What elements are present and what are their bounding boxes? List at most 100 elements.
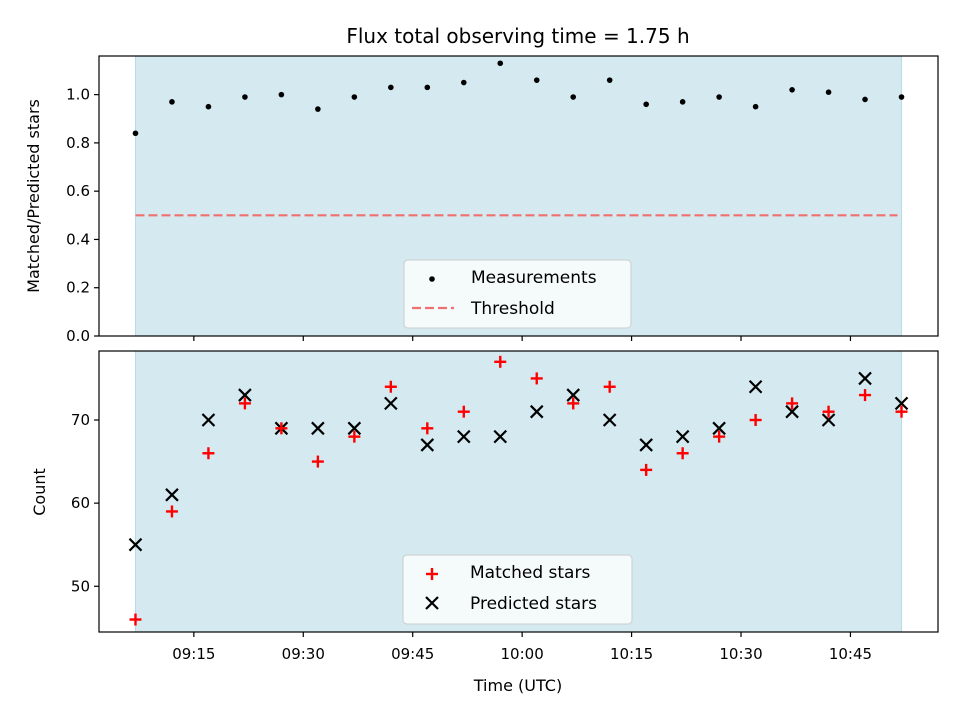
top-legend[interactable]: Measurements Threshold [403, 259, 632, 329]
matched-series [129, 355, 908, 626]
top-y-ticks: 0.0 0.2 0.4 0.6 0.8 1.0 [66, 86, 99, 345]
legend-marker-matched [426, 568, 438, 580]
predicted-point [165, 488, 179, 502]
bottom-x-ticks: 09:15 09:30 09:45 10:00 10:15 10:30 10:45 [172, 632, 872, 663]
measurement-point [424, 84, 431, 91]
matched-point [311, 455, 324, 468]
bottom-panel: 50 60 70 09:15 09:30 09:45 10:00 10:15 10:30 10:… [30, 350, 939, 695]
legend-marker-measurements [429, 276, 435, 282]
predicted-point [420, 438, 435, 452]
top-plot-frame [98, 55, 939, 337]
legend-marker-predicted [425, 596, 439, 610]
y-tick-label: 70 [71, 411, 90, 429]
measurement-point [570, 94, 577, 100]
predicted-point [238, 388, 252, 402]
predicted-point [128, 537, 143, 552]
top-panel: 0.0 0.2 0.4 0.6 0.8 1.0 Matched/Predicted sta… [24, 55, 939, 345]
predicted-point [201, 413, 216, 427]
predicted-point [639, 438, 653, 452]
measurement-point [825, 89, 832, 96]
measurement-point [460, 79, 467, 86]
y-tick-label: 0.8 [66, 134, 90, 152]
matched-point [494, 355, 507, 368]
measurement-point [716, 94, 722, 100]
measurements-series [132, 60, 905, 137]
matched-point [421, 422, 434, 435]
measurement-point [606, 77, 613, 83]
matched-point [129, 613, 142, 626]
y-tick-label: 60 [71, 494, 90, 512]
bottom-legend[interactable]: Matched stars Predicted stars [402, 554, 633, 625]
x-tick-label: 10:00 [501, 645, 544, 663]
measurement-point [278, 91, 285, 98]
matched-point [275, 422, 288, 435]
matched-point [713, 430, 726, 443]
predicted-point [457, 429, 471, 444]
legend-label-predicted: Predicted stars [470, 594, 597, 614]
measurement-point [205, 103, 212, 110]
measurement-point [351, 94, 358, 100]
y-tick-label: 0.4 [66, 230, 90, 248]
matched-point [895, 405, 908, 418]
predicted-point [493, 429, 508, 444]
top-y-axis-label: Matched/Predicted stars [24, 99, 43, 293]
y-tick-label: 1.0 [66, 86, 90, 104]
bottom-y-axis-label: Count [30, 468, 49, 516]
chart-title: Flux total observing time = 1.75 h [346, 24, 689, 48]
measurement-point [242, 94, 248, 100]
matched-point [822, 405, 835, 418]
predicted-point [311, 421, 325, 436]
matched-point [202, 447, 215, 460]
predicted-series [128, 371, 909, 552]
predicted-point [602, 413, 617, 427]
measurement-point [752, 103, 759, 110]
predicted-point [894, 396, 909, 411]
matched-point [786, 397, 799, 410]
x-tick-label: 09:30 [282, 645, 325, 663]
predicted-point [785, 404, 799, 419]
matched-point [348, 430, 361, 443]
matched-point [749, 414, 762, 427]
matched-point [238, 397, 251, 410]
legend-label-threshold: Threshold [470, 299, 555, 319]
y-tick-label: 0.6 [66, 182, 90, 200]
predicted-point [566, 388, 580, 402]
measurement-point [497, 60, 504, 67]
y-tick-label: 0.2 [66, 279, 90, 297]
measurement-point [388, 84, 394, 91]
predicted-point [384, 396, 398, 411]
matched-point [384, 380, 397, 393]
y-tick-label: 0.0 [66, 327, 90, 345]
measurement-point [898, 94, 905, 100]
predicted-point [347, 421, 362, 436]
matched-point [457, 405, 470, 418]
measurement-point [679, 99, 686, 105]
predicted-point [858, 371, 872, 386]
measurement-point [862, 96, 868, 103]
measurement-point [643, 101, 649, 108]
y-tick-label: 50 [71, 577, 90, 595]
legend-label-matched: Matched stars [470, 563, 590, 583]
measurement-point [132, 130, 139, 137]
measurement-point [169, 99, 175, 105]
x-tick-label: 10:30 [719, 645, 762, 663]
measurement-point [533, 77, 540, 83]
x-tick-label: 10:45 [829, 645, 872, 663]
matched-point [603, 380, 616, 393]
predicted-point [675, 429, 690, 444]
bottom-y-ticks: 50 60 70 [71, 411, 99, 595]
x-tick-label: 10:15 [610, 645, 653, 663]
matched-point [676, 447, 689, 460]
predicted-point [529, 404, 544, 419]
matched-point [530, 372, 543, 385]
matched-point [165, 505, 178, 518]
matched-point [640, 463, 653, 476]
x-tick-label: 09:15 [172, 645, 215, 663]
x-tick-label: 09:45 [391, 645, 434, 663]
bottom-plot-frame [98, 350, 939, 633]
matched-point [567, 397, 580, 410]
measurement-point [789, 86, 795, 93]
top-x-ticks [193, 336, 852, 341]
predicted-point [712, 421, 726, 436]
